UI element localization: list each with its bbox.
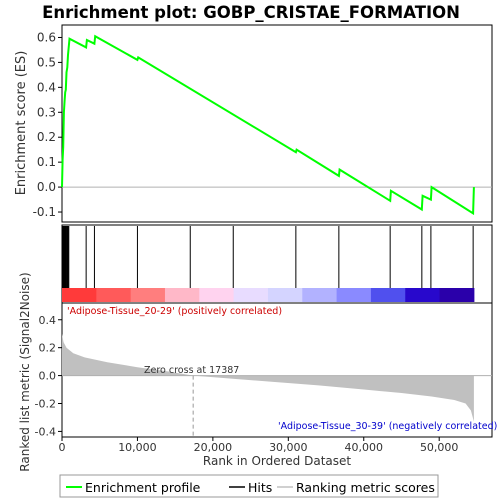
ranking-ytick-label: 0.4 xyxy=(39,314,57,327)
legend-ranking-label: Ranking metric scores xyxy=(296,480,435,495)
hit-markers xyxy=(61,226,474,288)
ranking-panel: -0.4 -0.2 0.0 0.2 0.4 0 10,000 20,000 30,000 40,… xyxy=(18,272,497,471)
heat-segment xyxy=(96,288,132,302)
heat-segment xyxy=(302,288,338,302)
es-ylabel: Enrichment score (ES) xyxy=(14,51,29,196)
chart-title: Enrichment plot: GOBP_CRISTAE_FORMATION xyxy=(42,3,460,22)
legend: Enrichment profile Hits Ranking metric s… xyxy=(59,474,439,498)
es-ytick-label: 0.2 xyxy=(37,130,56,144)
zero-cross-label: Zero cross at 17387 xyxy=(144,365,239,376)
es-ytick-label: -0.1 xyxy=(33,205,56,219)
es-ytick-label: 0.1 xyxy=(37,155,56,169)
es-plot-frame xyxy=(61,24,493,223)
es-yaxis: -0.1 0.0 0.1 0.2 0.3 0.4 0.5 0.6 xyxy=(33,30,62,219)
ranking-xtick-label: 40,000 xyxy=(345,441,384,454)
heat-segment xyxy=(439,288,475,302)
rank-heat-bar xyxy=(62,288,475,302)
es-ytick-label: 0.6 xyxy=(37,30,56,44)
es-panel: -0.1 0.0 0.1 0.2 0.3 0.4 0.5 0.6 Enrichment sco… xyxy=(14,24,493,223)
heat-segment xyxy=(199,288,235,302)
heat-segment xyxy=(62,288,97,302)
es-ytick-label: 0.0 xyxy=(37,180,56,194)
ranking-xtick-label: 30,000 xyxy=(269,441,308,454)
es-ytick-label: 0.4 xyxy=(37,80,56,94)
legend-hits-label: Hits xyxy=(248,480,272,495)
legend-enrichment-label: Enrichment profile xyxy=(85,480,201,495)
ranking-ytick-label: 0.2 xyxy=(39,342,57,355)
ranking-ytick-label: -0.4 xyxy=(35,425,56,438)
ranking-xtick-label: 10,000 xyxy=(118,441,157,454)
heat-segment xyxy=(336,288,372,302)
positive-label: 'Adipose-Tissue_20-29' (positively corre… xyxy=(67,306,282,317)
ranking-ylabel: Ranked list metric (Signal2Noise) xyxy=(18,272,32,471)
ranking-xlabel: Rank in Ordered Dataset xyxy=(203,454,351,468)
ranking-yaxis: -0.4 -0.2 0.0 0.2 0.4 xyxy=(35,314,62,438)
ranking-xtick-label: 50,000 xyxy=(420,441,459,454)
ranking-ytick-label: 0.0 xyxy=(39,370,57,383)
es-ytick-label: 0.3 xyxy=(37,105,56,119)
heat-segment xyxy=(370,288,406,302)
enrichment-profile-line xyxy=(61,34,475,216)
heat-segment xyxy=(164,288,200,302)
ranking-xtick-label: 20,000 xyxy=(194,441,233,454)
heat-segment xyxy=(405,288,441,302)
heat-segment xyxy=(130,288,166,302)
heat-segment xyxy=(267,288,303,302)
legend-box xyxy=(59,474,439,498)
ranking-ytick-label: -0.2 xyxy=(35,398,56,411)
ranking-xtick-label: 0 xyxy=(59,441,66,454)
ranking-metric-area xyxy=(62,333,474,422)
negative-label: 'Adipose-Tissue_30-39' (negatively corre… xyxy=(278,421,497,432)
ranking-xaxis: 0 10,000 20,000 30,000 40,000 50,000 xyxy=(59,437,459,454)
es-ytick-label: 0.5 xyxy=(37,55,56,69)
heat-segment xyxy=(233,288,269,302)
